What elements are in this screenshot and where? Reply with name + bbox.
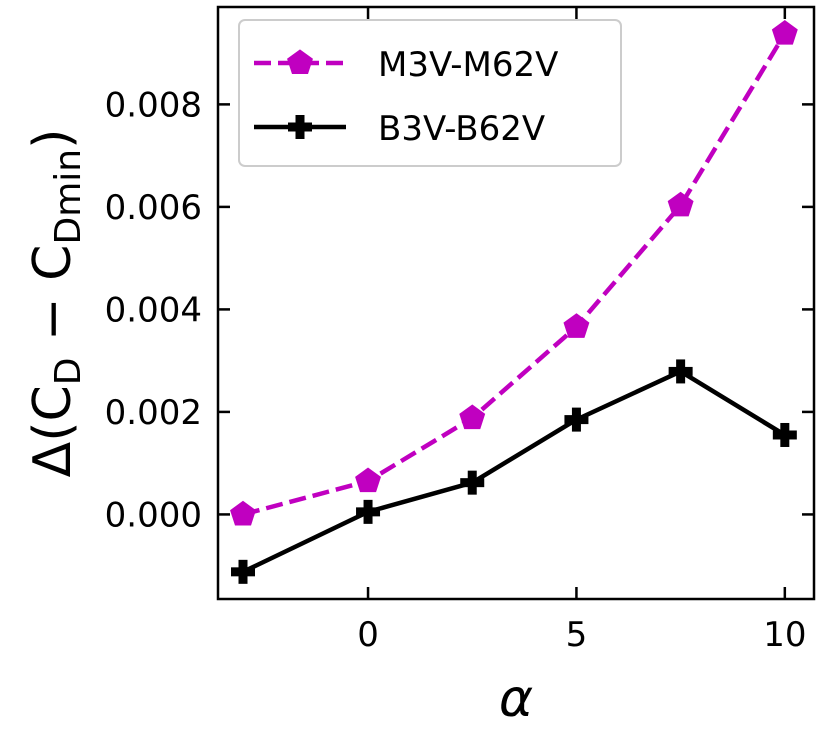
legend-marker-b3v-b62v [288, 115, 312, 139]
plot-frame [216, 5, 816, 601]
y-axis-ticks: 0.000 0.002 0.004 0.006 0.008 [105, 85, 814, 535]
x-tick-label: 10 [763, 615, 806, 655]
data-point-b3v-b62v [356, 499, 381, 524]
data-point-m3v-m62v [355, 467, 381, 493]
x-tick-label: 0 [357, 615, 379, 655]
data-point-b3v-b62v [772, 422, 797, 447]
legend: M3V-M62V B3V-B62V [238, 19, 622, 167]
y-tick-label: 0.002 [105, 393, 202, 433]
data-point-b3v-b62v [231, 559, 256, 584]
x-axis-ticks: 0 5 10 [357, 7, 806, 655]
data-point-m3v-m62v [563, 313, 590, 338]
x-tick-label: 5 [566, 615, 588, 655]
y-axis-title-middle: − C [23, 245, 83, 358]
data-point-m3v-m62v [230, 500, 256, 526]
series-m3v-m62v [230, 20, 798, 526]
data-point-m3v-m62v [459, 404, 486, 430]
y-axis-title-prefix: Δ(C [23, 385, 83, 477]
series-b3v-b62v [231, 359, 797, 584]
data-point-m3v-m62v [771, 20, 798, 45]
data-point-b3v-b62v [564, 407, 589, 432]
legend-label-b3v-b62v: B3V-B62V [378, 109, 545, 149]
legend-label-m3v-m62v: M3V-M62V [378, 45, 558, 85]
legend-entry-b3v-b62v [254, 115, 346, 139]
x-axis-title: α [499, 669, 533, 729]
data-point-b3v-b62v [668, 359, 693, 384]
y-tick-label: 0.000 [105, 495, 202, 535]
y-axis-title: Δ(CD − CDmin) [23, 129, 89, 478]
y-axis-title-group: Δ(CD − CDmin) [23, 129, 89, 478]
data-point-m3v-m62v [667, 191, 694, 217]
y-tick-label: 0.006 [105, 188, 202, 228]
y-axis-title-sub1: D [48, 357, 89, 385]
y-tick-label: 0.008 [105, 85, 202, 125]
series-line-b3v-b62v [242, 369, 787, 574]
plot-area [230, 20, 798, 584]
series-line-m3v-m62v [242, 32, 787, 517]
y-tick-label: 0.004 [105, 290, 202, 330]
legend-marker-m3v-m62v [287, 49, 313, 75]
legend-box [238, 19, 622, 167]
legend-entry-m3v-m62v [254, 49, 346, 75]
y-axis-title-sub2: Dmin [48, 149, 89, 245]
data-point-b3v-b62v [460, 470, 485, 495]
y-axis-title-suffix: ) [23, 129, 83, 149]
